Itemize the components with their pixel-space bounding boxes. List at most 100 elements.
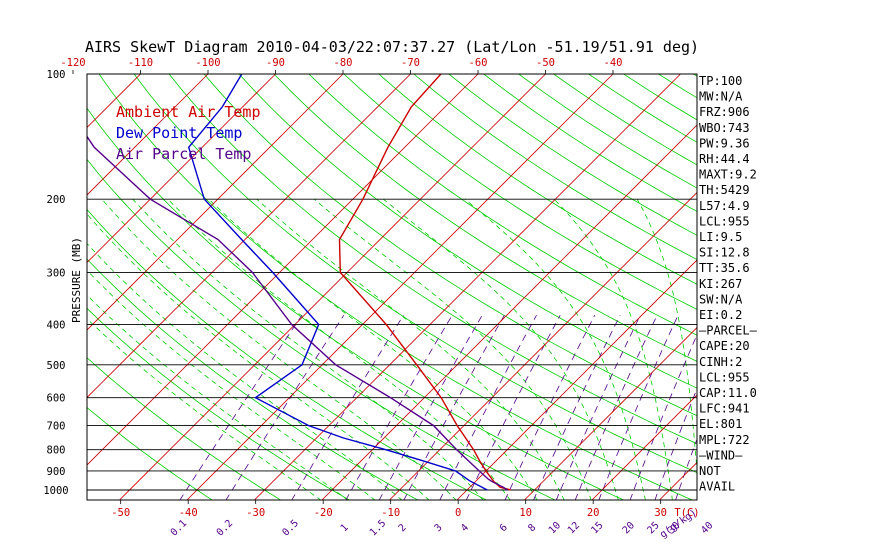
top-temperature-tick-label: -110: [128, 57, 153, 69]
index-value: KI:267: [699, 277, 742, 291]
isotherm-line: [456, 259, 697, 500]
index-value: TP:100: [699, 74, 742, 88]
mixing-ratio-line: [555, 315, 641, 500]
pressure-tick-label: 600: [47, 393, 66, 405]
isotherm-line: [87, 74, 412, 399]
mixing-ratio-line: [403, 315, 505, 500]
moist-adiabat-line: [132, 198, 484, 500]
pressure-tick-label: 200: [47, 194, 66, 206]
moist-adiabat-line: [101, 198, 457, 500]
pressure-tick-label: 800: [47, 445, 66, 457]
mixing-ratio-line: [378, 315, 483, 500]
chart-title: AIRS SkewT Diagram 2010-04-03/22:07:37.2…: [85, 38, 699, 56]
mixing-ratio-tick-label: 2: [397, 522, 409, 534]
top-temperature-tick-label: -70: [401, 57, 420, 69]
pressure-tick-label: 300: [47, 267, 66, 279]
index-value: MPL:722: [699, 433, 750, 447]
moist-adiabat-line: [208, 198, 538, 500]
moist-adiabat-line: [256, 198, 565, 500]
bottom-temperature-tick-label: -30: [246, 507, 265, 519]
isotherm-line: [523, 326, 697, 500]
mixing-ratio-tick-label: 1.5: [368, 518, 389, 539]
isotherm-line: [591, 394, 697, 500]
profile-lines: [87, 74, 512, 491]
pressure-tick-label: 1000: [43, 485, 68, 497]
index-value: FRZ:906: [699, 105, 750, 119]
index-value: LI:9.5: [699, 230, 742, 244]
index-value: CAP:11.0: [699, 386, 757, 400]
isotherm-line: [118, 74, 547, 500]
dry-adiabat-line: [203, 74, 697, 417]
mixing-ratio-line: [574, 315, 658, 500]
mixing-ratio-line: [225, 314, 345, 500]
dewpoint-profile-line: [187, 74, 488, 491]
background-grid: [87, 65, 870, 501]
isotherm-line: [186, 74, 614, 500]
mixing-ratio-line: [179, 314, 303, 500]
parcel-profile-line: [87, 135, 508, 491]
top-temperature-tick-label: -50: [536, 57, 555, 69]
mixing-ratio-axis: 0.1 0.2 0.5 1 1.5 2 3 4 6 8 10 12 15 20 25 30 40g(g/kg): [169, 507, 716, 540]
pressure-tick-label: 900: [47, 466, 66, 478]
dry-adiabat-line: [798, 74, 870, 501]
moist-adiabat-line: [87, 242, 403, 500]
bottom-temperature-tick-label: -10: [381, 507, 400, 519]
isotherm-line: [253, 74, 682, 500]
dry-adiabat-line: [238, 74, 697, 389]
plot-frame: [86, 73, 698, 501]
mixing-ratio-tick-label: 4: [459, 522, 471, 534]
pressure-tick-label: 400: [47, 319, 66, 331]
mixing-ratio-lines: [179, 314, 697, 500]
index-value: MW:N/A: [699, 90, 743, 104]
mixing-ratio-tick-label: 3: [433, 522, 445, 534]
mixing-ratio-tick-label: 0.2: [215, 518, 236, 539]
mixing-ratio-tick-label: 8: [526, 522, 538, 534]
dry-adiabat-line: [308, 74, 697, 336]
bottom-temperature-tick-label: 0: [455, 507, 461, 519]
moist-adiabat-line: [383, 198, 619, 500]
index-value: —WIND—: [699, 448, 743, 462]
dry-adiabat-line: [168, 74, 697, 445]
top-temperature-axis: -120 -110 -100 -90 -80 -70 -60 -50 -40: [60, 57, 622, 74]
isotherm-line: [861, 65, 870, 501]
top-temperature-tick-label: -40: [604, 57, 623, 69]
bottom-temperature-tick-label: -40: [179, 507, 198, 519]
mixing-ratio-line: [654, 387, 697, 500]
dry-adiabat-line: [448, 74, 697, 236]
top-temperature-tick-label: -100: [195, 57, 220, 69]
dry-adiabat-line: [413, 74, 697, 260]
mixing-ratio-line: [345, 314, 453, 500]
mixing-ratio-tick-label: 40: [699, 520, 715, 536]
index-value: EL:801: [699, 417, 742, 431]
pressure-axis: 100 200 300 400 500 600 700 800 900 1000: [43, 69, 68, 497]
isotherm-line: [87, 74, 344, 331]
moist-adiabat-line: [754, 199, 761, 500]
mixing-ratio-tick-label: 20: [621, 520, 637, 536]
mixing-ratio-tick-label: 12: [566, 520, 582, 536]
index-value: RH:44.4: [699, 152, 750, 166]
index-value: EI:0.2: [699, 308, 742, 322]
moist-adiabat-line: [87, 318, 322, 500]
isotherm-line: [794, 65, 870, 501]
mixing-ratio-line: [629, 333, 697, 500]
moist-adiabat-line: [167, 198, 511, 500]
dry-adiabat-line: [483, 74, 697, 212]
legend-entry: Ambient Air Temp: [116, 103, 261, 121]
index-value: CAPE:20: [699, 339, 750, 353]
index-value: WBO:743: [699, 121, 750, 135]
top-temperature-tick-label: -60: [469, 57, 488, 69]
isotherm-line: [87, 74, 479, 466]
pressure-tick-label: 100: [47, 69, 66, 81]
index-value: SI:12.8: [699, 246, 750, 260]
dry-adiabat-line: [87, 158, 556, 500]
dry-adiabat-line: [729, 74, 870, 501]
dry-adiabat-line: [273, 74, 697, 362]
dry-adiabat-line: [378, 74, 697, 285]
mixing-ratio-tick-label: 0.5: [280, 518, 301, 539]
index-value: NOT: [699, 464, 721, 478]
index-value: —PARCEL—: [699, 324, 758, 338]
index-value: LCL:955: [699, 370, 750, 384]
mixing-ratio-line: [504, 315, 596, 500]
